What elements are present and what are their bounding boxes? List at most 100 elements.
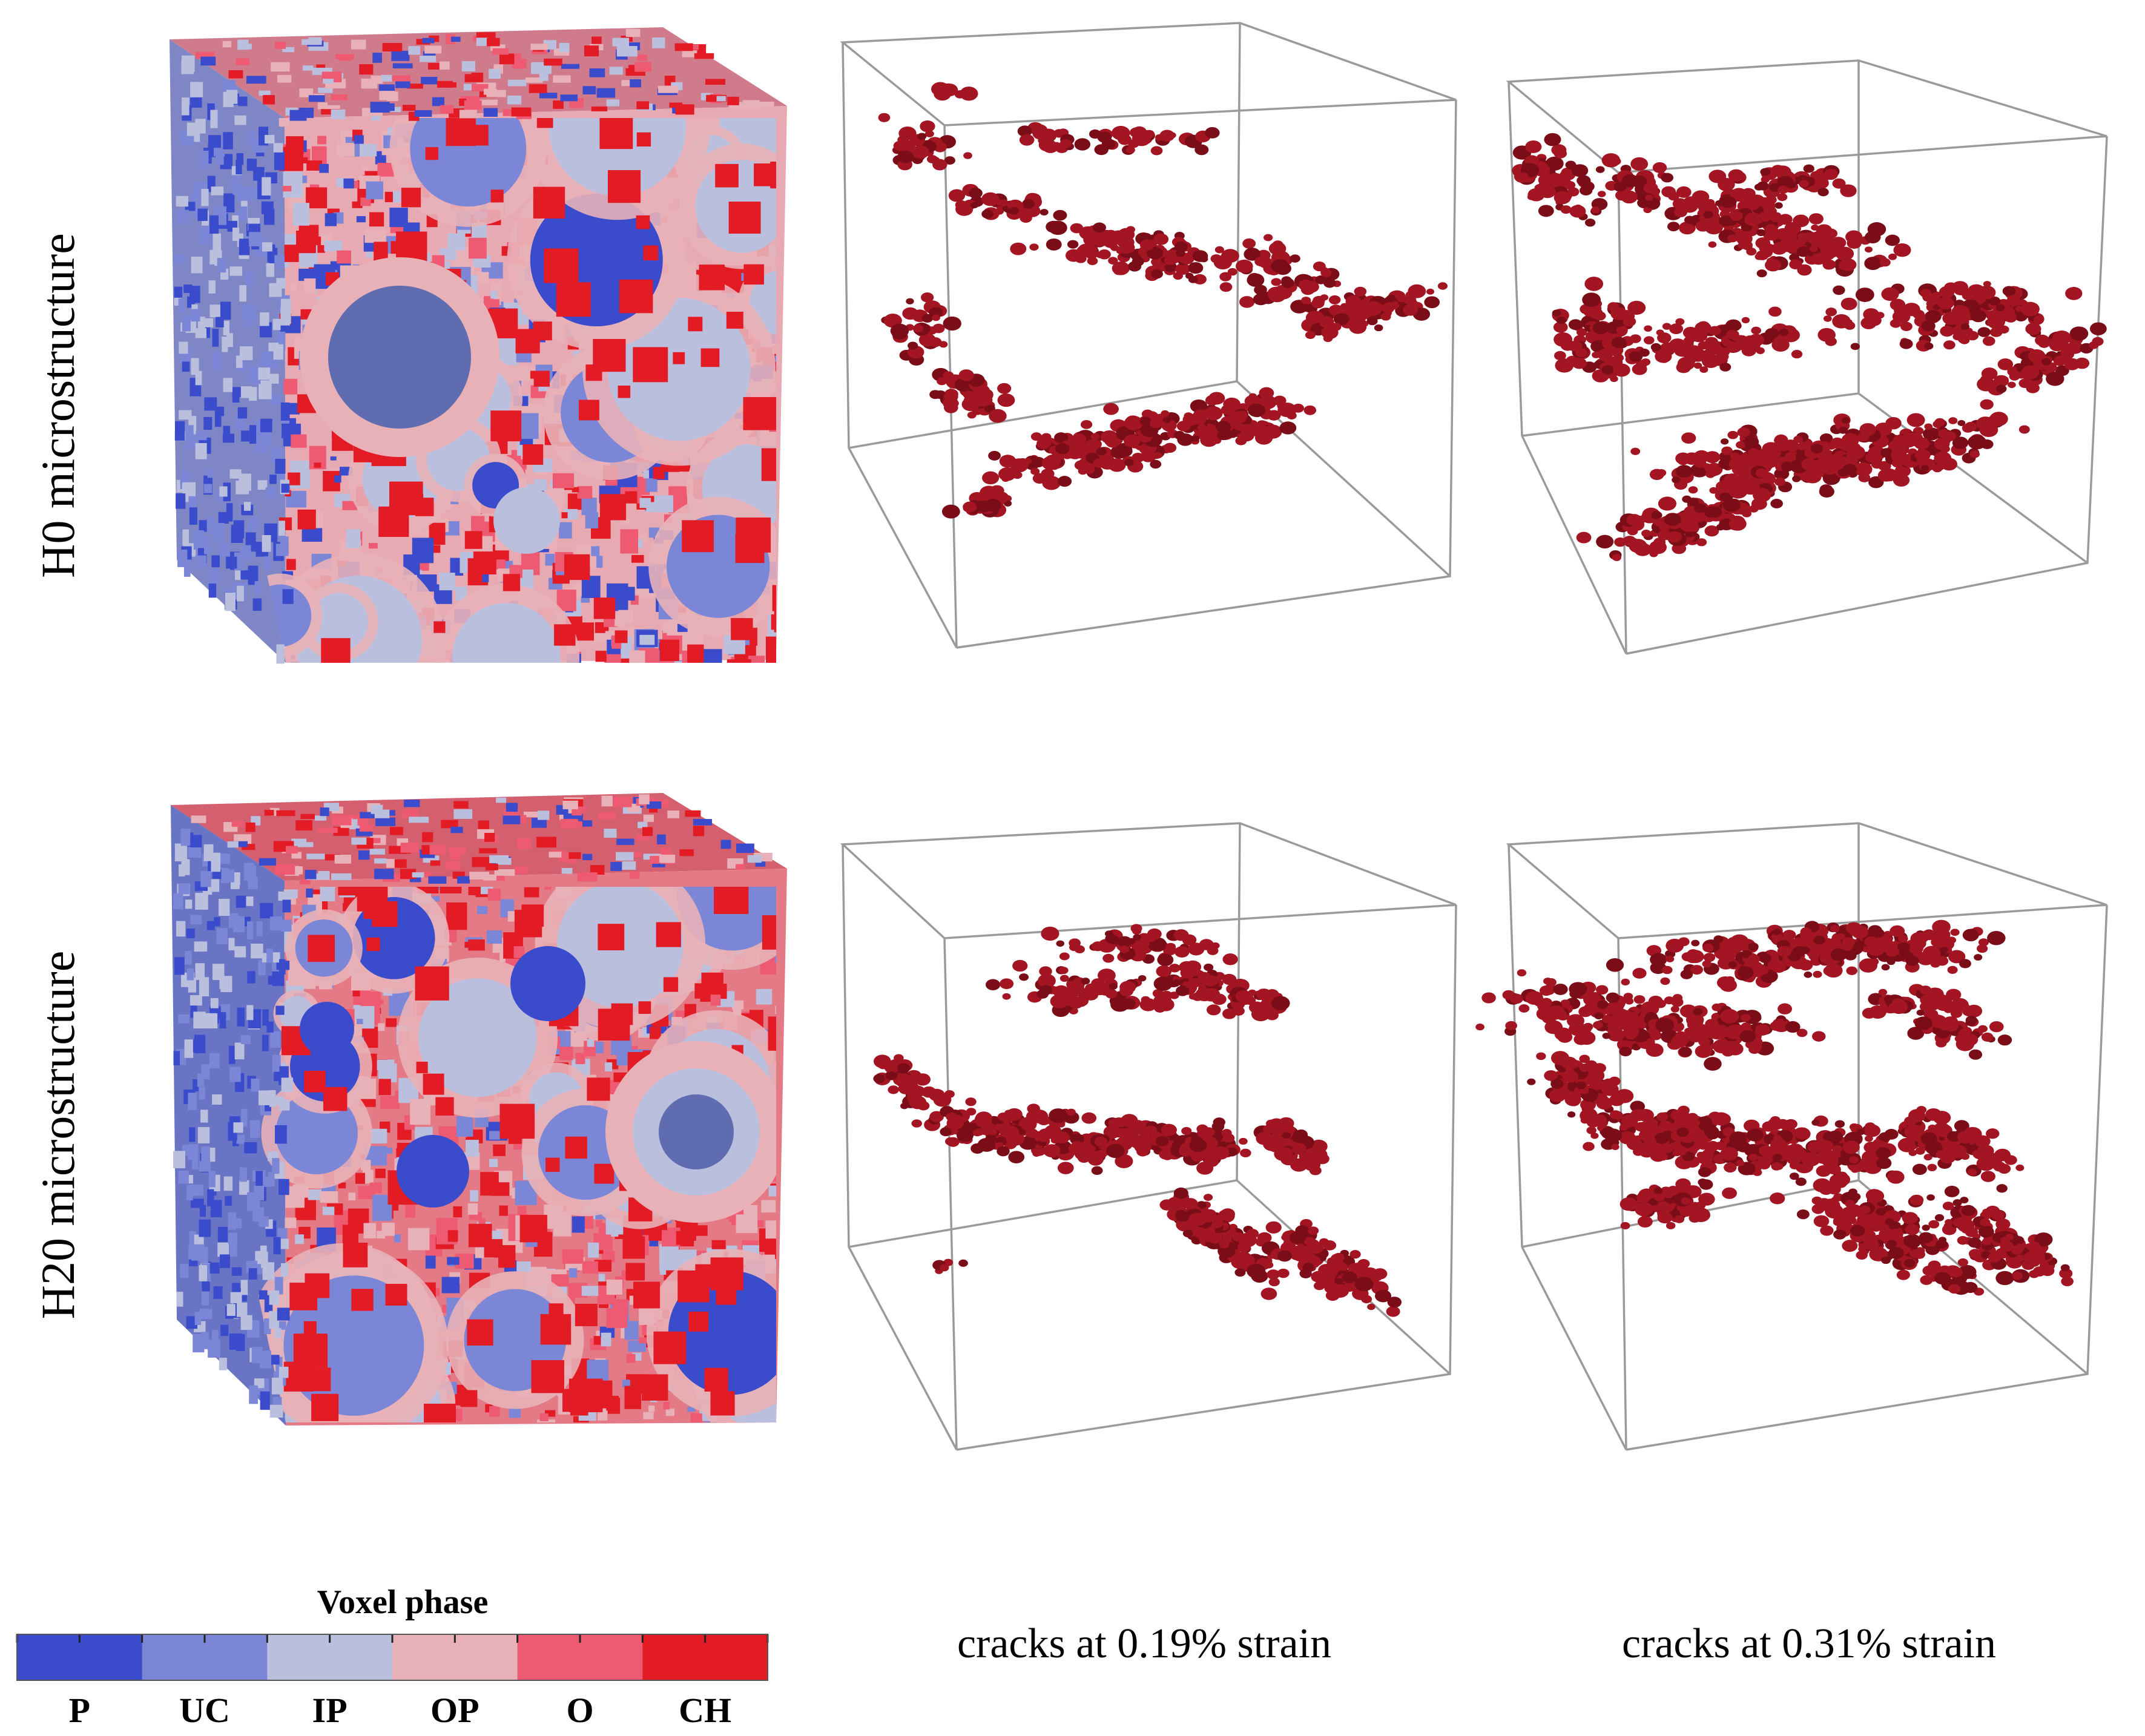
voxel <box>369 543 378 549</box>
ch-block <box>641 1374 668 1401</box>
voxel <box>308 664 320 679</box>
voxel <box>213 351 222 371</box>
voxel <box>214 410 222 427</box>
crack-voxel <box>1597 191 1606 197</box>
voxel <box>202 318 214 327</box>
voxel <box>609 67 623 75</box>
voxel <box>448 667 469 683</box>
voxel <box>237 407 248 419</box>
voxel <box>223 1176 233 1191</box>
crack-voxel <box>1247 273 1265 287</box>
voxel <box>374 869 394 880</box>
voxel <box>616 852 634 861</box>
voxel <box>222 869 235 883</box>
ch-block <box>372 901 398 927</box>
voxel <box>392 75 411 82</box>
voxel <box>601 1332 611 1347</box>
crack-voxel <box>1674 345 1689 357</box>
voxel <box>394 859 407 868</box>
voxel <box>248 877 258 890</box>
crack-voxel <box>1271 278 1282 286</box>
crack-voxel <box>1621 190 1638 204</box>
voxel <box>585 511 599 528</box>
voxel <box>645 478 657 492</box>
voxel <box>346 529 361 548</box>
ch-block <box>700 528 713 542</box>
voxel <box>419 1422 439 1447</box>
crack-voxel <box>1403 304 1418 316</box>
voxel <box>354 135 364 144</box>
voxel <box>262 242 272 252</box>
grain-core <box>410 118 527 207</box>
crack-voxel <box>1825 307 1837 317</box>
ch-block <box>593 338 626 372</box>
crack-voxel <box>1885 416 1902 430</box>
voxel <box>547 1427 562 1439</box>
crack-voxel <box>1675 318 1685 326</box>
crack-voxel <box>1234 422 1244 430</box>
voxel <box>572 487 579 493</box>
crack-voxel <box>1124 434 1141 447</box>
ch-block <box>633 347 668 383</box>
voxel <box>703 1421 716 1422</box>
crack-voxel <box>1290 254 1300 263</box>
voxel <box>225 1195 232 1206</box>
voxel <box>562 819 579 828</box>
crack-voxel <box>1188 275 1198 283</box>
voxel <box>246 1005 254 1021</box>
voxel <box>216 928 228 944</box>
voxel <box>601 795 613 807</box>
voxel <box>374 858 387 864</box>
voxel <box>453 1206 463 1218</box>
voxel <box>361 166 369 171</box>
voxel <box>447 233 466 251</box>
voxel <box>485 299 499 309</box>
crack-voxel <box>1793 435 1804 444</box>
grain-core <box>300 1002 354 1056</box>
crack-voxel <box>958 369 974 381</box>
crack-voxel <box>1544 133 1561 146</box>
crack-voxel <box>920 120 935 133</box>
voxel <box>304 278 316 294</box>
voxel <box>219 1358 227 1370</box>
crack-voxel <box>1228 431 1237 438</box>
voxel <box>199 1309 213 1320</box>
voxel <box>359 64 374 75</box>
crack-voxel <box>1584 219 1596 227</box>
crack-voxel <box>1083 465 1095 475</box>
voxel <box>556 666 568 677</box>
voxel <box>242 304 255 320</box>
voxel <box>378 1023 385 1031</box>
voxel <box>440 105 454 114</box>
voxel <box>371 804 383 814</box>
voxel <box>761 1200 776 1213</box>
crack-voxel <box>1219 282 1233 292</box>
crack-voxel <box>1243 427 1252 434</box>
voxel <box>225 593 236 611</box>
voxel <box>789 216 805 230</box>
voxel <box>185 951 192 965</box>
voxel <box>259 1216 269 1227</box>
voxel <box>507 95 522 105</box>
crack-voxel <box>1080 419 1093 429</box>
voxel <box>191 1244 205 1261</box>
voxel <box>366 181 383 200</box>
crack-voxel <box>1565 160 1577 169</box>
voxel <box>191 1185 203 1196</box>
voxel <box>728 671 749 700</box>
voxel <box>247 1192 260 1211</box>
crack-voxel <box>1758 211 1772 222</box>
voxel <box>486 90 506 97</box>
crack-voxel <box>1264 234 1273 242</box>
crack-voxel <box>1865 231 1881 244</box>
crack-voxel <box>984 499 1001 512</box>
voxel <box>780 417 788 428</box>
voxel <box>747 855 762 863</box>
voxel <box>337 250 351 264</box>
crack-voxel <box>1687 345 1702 357</box>
crack-voxel <box>1192 250 1208 262</box>
crack-voxel <box>2052 330 2072 346</box>
bounding-box-wireframe <box>840 22 1457 649</box>
ch-block <box>533 370 550 387</box>
crack-voxel <box>1096 447 1107 456</box>
